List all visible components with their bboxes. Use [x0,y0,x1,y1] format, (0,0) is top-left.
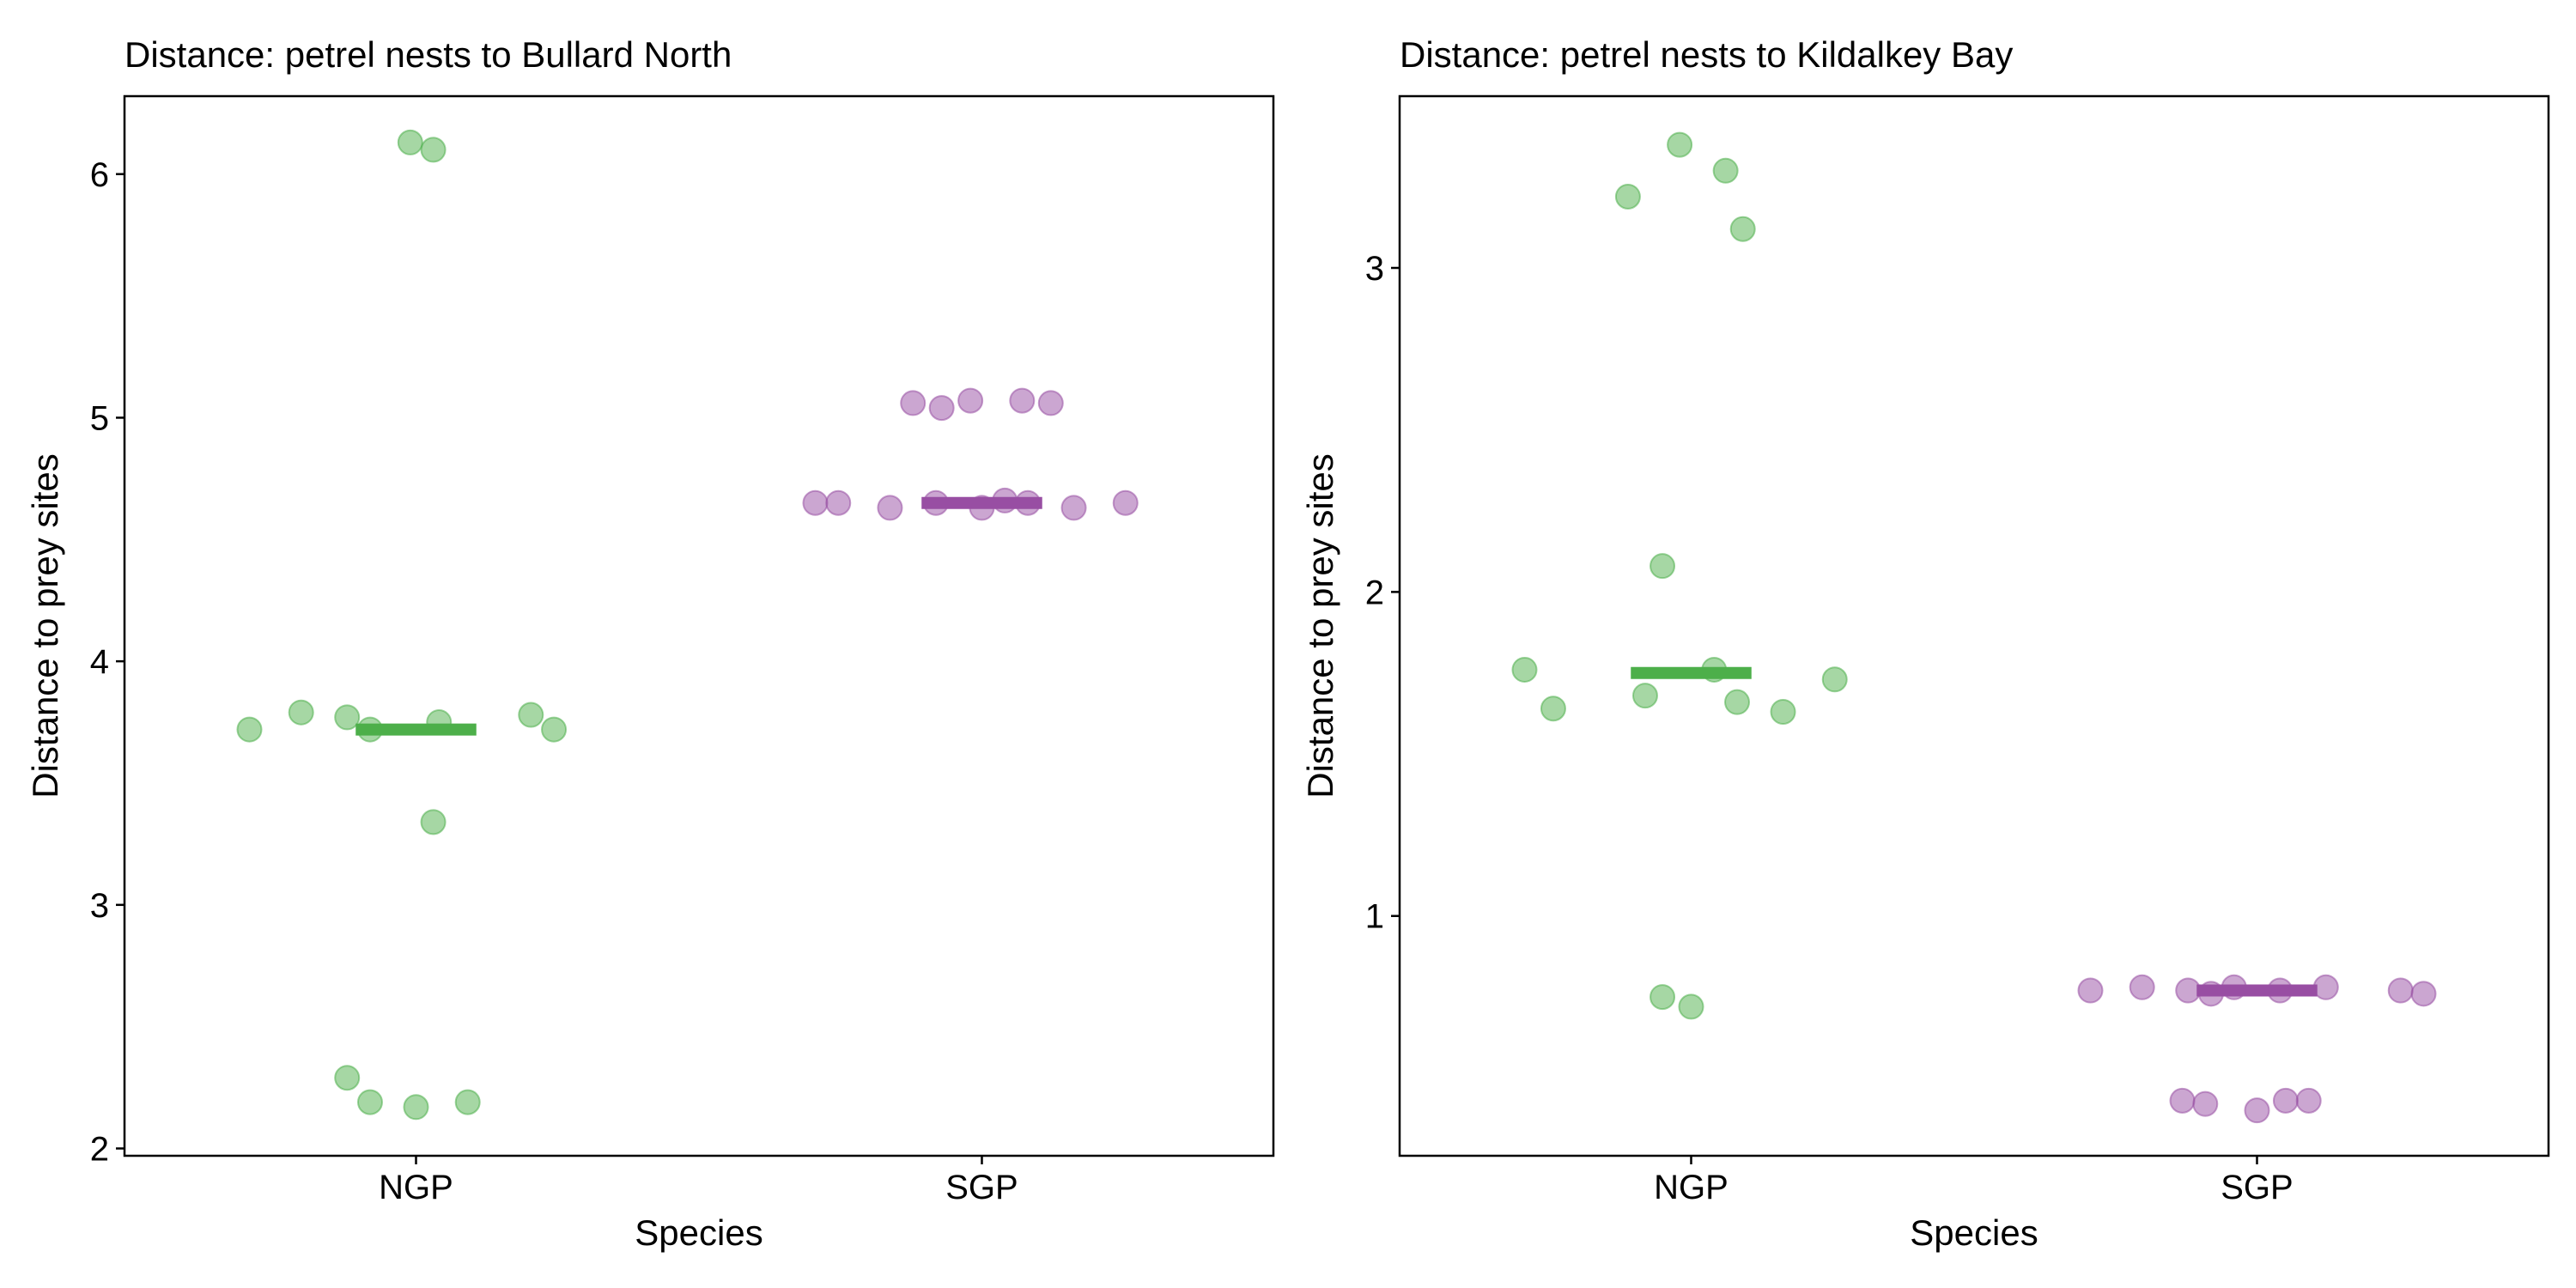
data-point-ngp [1631,683,1658,709]
chart-panel-1: Distance: petrel nests to Bullard North 2… [25,34,1275,1253]
y-tick-label: 1 [1365,898,1384,936]
data-point-ngp [518,702,544,728]
data-point-sgp [2295,1087,2322,1114]
plot-border [123,94,1275,1157]
data-point-sgp [2410,981,2437,1007]
data-point-ngp [397,129,423,155]
y-tick-label: 2 [1365,574,1384,611]
data-point-ngp [420,137,447,163]
data-point-ngp [541,716,568,743]
data-point-sgp [2387,977,2414,1004]
y-tick-label: 4 [90,643,109,681]
data-point-sgp [1060,495,1087,521]
data-point-ngp [1712,157,1739,184]
data-point-ngp [1649,553,1676,580]
y-tick-label: 3 [1365,250,1384,288]
data-point-ngp [1729,216,1756,242]
data-point-ngp [1770,699,1796,726]
data-point-sgp [825,489,852,516]
x-axis-label: Species [1910,1212,2038,1253]
data-point-ngp [454,1089,481,1115]
data-point-ngp [1649,984,1676,1011]
y-tick-label: 6 [90,156,109,194]
data-point-ngp [334,704,361,731]
data-point-sgp [2129,974,2155,1000]
data-point-sgp [2175,977,2202,1004]
y-axis-label: Distance to prey sites [25,453,65,799]
data-point-ngp [1614,183,1641,210]
data-point-sgp [2077,977,2104,1004]
data-point-ngp [1724,689,1751,715]
data-point-sgp [1009,387,1036,414]
data-point-ngp [1667,131,1693,158]
x-axis-label: Species [635,1212,762,1253]
data-point-ngp [356,1089,383,1115]
data-point-ngp [420,809,447,835]
data-point-sgp [957,387,984,414]
y-tick-label: 3 [90,887,109,925]
data-point-ngp [334,1065,361,1091]
data-point-ngp [236,716,263,743]
chart-title: Distance: petrel nests to Bullard North [125,34,732,75]
data-point-sgp [1037,390,1064,416]
x-tick-label: SGP [945,1169,1018,1206]
data-point-sgp [2169,1087,2196,1114]
chart-panel-2: Distance: petrel nests to Kildalkey Bay 1… [1300,34,2550,1253]
data-point-sgp [2244,1097,2270,1124]
data-point-sgp [877,495,903,521]
data-point-sgp [928,395,955,422]
y-tick-label: 2 [90,1130,109,1168]
y-axis-label: Distance to prey sites [1300,453,1340,799]
data-point-sgp [2192,1091,2219,1117]
data-point-sgp [900,390,927,416]
x-tick-label: NGP [379,1169,453,1206]
data-point-sgp [1112,489,1139,516]
x-tick-label: SGP [2221,1169,2293,1206]
data-point-sgp [2272,1087,2299,1114]
data-point-ngp [403,1094,429,1121]
data-point-ngp [1678,993,1704,1020]
data-point-ngp [1540,696,1566,722]
x-tick-label: NGP [1654,1169,1728,1206]
plot-border [1398,94,2550,1157]
y-tick-label: 5 [90,399,109,437]
data-point-sgp [802,489,829,516]
data-point-ngp [1821,666,1848,693]
data-point-sgp [2312,974,2339,1000]
chart-title: Distance: petrel nests to Kildalkey Bay [1400,34,2013,75]
data-point-ngp [288,699,314,726]
data-point-ngp [1511,656,1538,683]
